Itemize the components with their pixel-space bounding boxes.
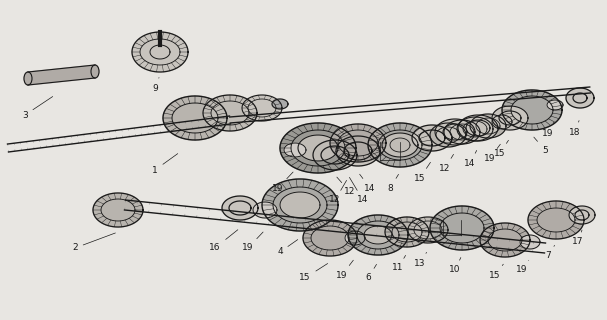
Text: 15: 15 (494, 140, 509, 157)
Polygon shape (222, 196, 258, 220)
Polygon shape (345, 231, 365, 245)
Polygon shape (492, 115, 512, 129)
Text: 10: 10 (449, 258, 461, 275)
Polygon shape (132, 32, 188, 72)
Polygon shape (470, 114, 506, 138)
Polygon shape (566, 88, 594, 108)
Polygon shape (93, 193, 143, 227)
Ellipse shape (24, 72, 32, 85)
Polygon shape (520, 235, 540, 249)
Polygon shape (28, 65, 95, 85)
Text: 14: 14 (464, 150, 476, 167)
Text: 4: 4 (277, 240, 297, 257)
Polygon shape (435, 119, 475, 145)
Polygon shape (330, 124, 386, 162)
Polygon shape (528, 201, 584, 239)
Polygon shape (242, 95, 282, 121)
Text: 6: 6 (365, 264, 376, 283)
Text: 19: 19 (336, 260, 353, 279)
Text: 16: 16 (209, 230, 238, 252)
Text: 11: 11 (392, 255, 405, 273)
Polygon shape (203, 95, 257, 131)
Text: 19: 19 (242, 232, 263, 252)
Text: 3: 3 (22, 97, 53, 119)
Polygon shape (364, 226, 392, 244)
Polygon shape (336, 136, 380, 166)
Polygon shape (412, 125, 452, 151)
Polygon shape (298, 135, 338, 161)
Text: 2: 2 (72, 233, 115, 252)
Polygon shape (569, 206, 595, 224)
Text: 19: 19 (273, 172, 293, 193)
Text: 9: 9 (152, 77, 159, 92)
Text: 12: 12 (439, 154, 453, 172)
Text: 12: 12 (337, 177, 356, 196)
Polygon shape (313, 140, 357, 170)
Text: 15: 15 (414, 162, 430, 182)
Text: 19: 19 (516, 260, 529, 275)
Polygon shape (430, 206, 494, 250)
Text: 13: 13 (414, 252, 427, 268)
Polygon shape (430, 123, 466, 147)
Text: 7: 7 (545, 245, 555, 260)
Polygon shape (547, 100, 563, 110)
Polygon shape (303, 220, 357, 256)
Text: 5: 5 (534, 137, 548, 155)
Text: 14: 14 (360, 174, 376, 193)
Text: 19: 19 (484, 144, 500, 163)
Polygon shape (348, 215, 408, 255)
Text: 1: 1 (152, 154, 178, 174)
Polygon shape (262, 179, 338, 231)
Polygon shape (502, 90, 562, 130)
Text: 17: 17 (572, 230, 584, 246)
Ellipse shape (91, 65, 99, 78)
Polygon shape (480, 223, 530, 257)
Polygon shape (284, 143, 306, 157)
Polygon shape (253, 202, 277, 218)
Text: 15: 15 (489, 264, 503, 279)
Text: 15: 15 (299, 263, 328, 283)
Text: 19: 19 (542, 123, 554, 138)
Polygon shape (280, 192, 320, 218)
Text: 8: 8 (387, 174, 399, 193)
Text: 18: 18 (569, 121, 581, 137)
Polygon shape (444, 120, 480, 144)
Polygon shape (385, 217, 429, 247)
Polygon shape (492, 106, 528, 130)
Polygon shape (457, 117, 493, 141)
Polygon shape (368, 123, 432, 167)
Polygon shape (408, 217, 448, 243)
Text: 12: 12 (330, 180, 347, 204)
Text: 14: 14 (350, 177, 368, 204)
Polygon shape (382, 133, 418, 157)
Polygon shape (272, 99, 288, 109)
Polygon shape (280, 123, 356, 173)
Polygon shape (163, 96, 227, 140)
Polygon shape (458, 115, 498, 141)
